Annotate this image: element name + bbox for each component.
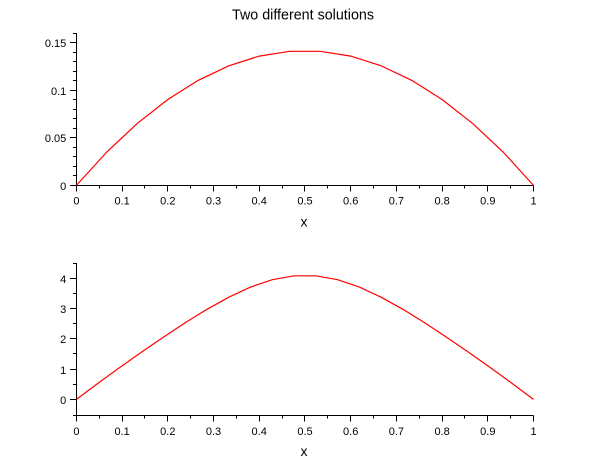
svg-text:0.5: 0.5	[297, 196, 312, 208]
svg-text:0.2: 0.2	[160, 196, 175, 208]
svg-text:3: 3	[60, 304, 66, 316]
svg-text:0.6: 0.6	[343, 196, 358, 208]
svg-text:0.15: 0.15	[45, 38, 66, 50]
svg-text:0.9: 0.9	[480, 196, 495, 208]
svg-text:0.8: 0.8	[434, 196, 449, 208]
svg-text:0.3: 0.3	[206, 426, 221, 438]
svg-text:0.8: 0.8	[434, 426, 449, 438]
svg-text:0.6: 0.6	[343, 426, 358, 438]
svg-text:0.1: 0.1	[114, 196, 129, 208]
svg-text:0.4: 0.4	[252, 426, 267, 438]
svg-text:Two different solutions: Two different solutions	[232, 8, 374, 24]
svg-text:x: x	[301, 213, 308, 229]
svg-text:0.2: 0.2	[160, 426, 175, 438]
svg-text:0.7: 0.7	[389, 426, 404, 438]
svg-text:0: 0	[60, 181, 66, 193]
svg-text:0: 0	[73, 426, 79, 438]
svg-text:0: 0	[60, 395, 66, 407]
svg-text:1: 1	[530, 426, 536, 438]
svg-text:0.1: 0.1	[114, 426, 129, 438]
svg-text:x: x	[301, 443, 308, 459]
svg-text:0.05: 0.05	[45, 133, 66, 145]
svg-text:0.5: 0.5	[297, 426, 312, 438]
svg-text:0.3: 0.3	[206, 196, 221, 208]
svg-text:1: 1	[60, 365, 66, 377]
svg-text:0.9: 0.9	[480, 426, 495, 438]
svg-text:1: 1	[530, 196, 536, 208]
svg-text:0.4: 0.4	[252, 196, 267, 208]
svg-text:4: 4	[60, 274, 66, 286]
svg-text:2: 2	[60, 334, 66, 346]
svg-text:0.1: 0.1	[51, 86, 66, 98]
svg-text:0: 0	[73, 196, 79, 208]
svg-text:0.7: 0.7	[389, 196, 404, 208]
